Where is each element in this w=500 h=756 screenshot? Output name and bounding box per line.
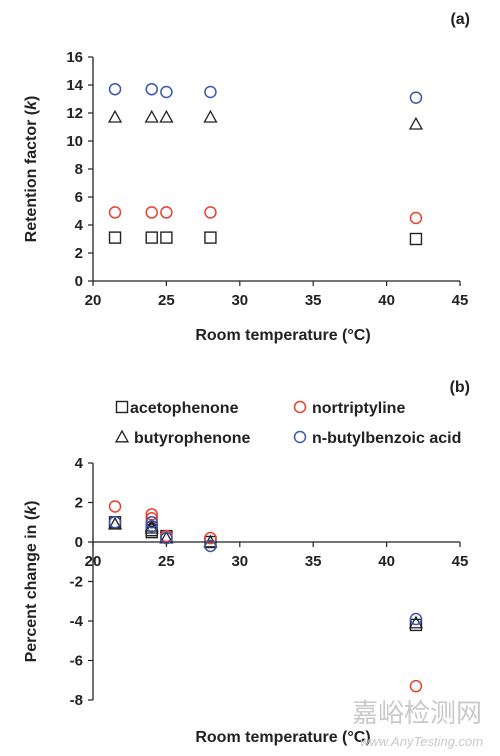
y-tick-label-b: 4 (75, 455, 84, 472)
data-point-n-butylbenzoic-acid (160, 85, 173, 99)
y-axis-label-text-b: Percent change in ( (23, 514, 40, 662)
panel-label-b: (b) (450, 379, 470, 396)
y-tick-label-b: -8 (70, 692, 83, 709)
legend-marker-nortriptyline (293, 400, 307, 414)
y-tick-label-b: -2 (70, 574, 83, 591)
legend-label-butyrophenone: butyrophenone (134, 430, 251, 447)
y-tick-label-b: 0 (75, 534, 83, 551)
data-point-butyrophenone (107, 109, 123, 123)
data-point-nortriptyline (409, 679, 423, 693)
data-point-nortriptyline (204, 531, 217, 545)
watermark: 嘉峪检测网 www.AnyTesting.com (352, 699, 483, 749)
x-tick-label-a: 35 (305, 292, 322, 309)
legend-label-n-butylbenzoic-acid: n-butylbenzoic acid (312, 430, 461, 447)
x-tick-label-b: 30 (231, 553, 248, 570)
data-point-butyrophenone (144, 109, 159, 123)
x-tick-label-b: 35 (305, 553, 322, 570)
data-point-nortriptyline (160, 206, 173, 219)
data-point-butyrophenone (408, 615, 424, 629)
y-tick-label-a: 10 (66, 133, 83, 150)
data-point-acetophenone (204, 231, 217, 244)
y-tick-label-a: 16 (66, 49, 83, 66)
y-axis-label-k-b: k (23, 505, 40, 515)
y-axis-label-close-a: ) (23, 96, 40, 101)
y-tick-label-a: 4 (75, 217, 84, 234)
data-point-n-butylbenzoic-acid (108, 516, 122, 529)
data-point-nortriptyline (145, 206, 158, 219)
y-axis-label-k-a: k (23, 100, 40, 110)
y-axis-label-b: Percent change in (k) (23, 501, 40, 663)
data-point-nortriptyline (108, 500, 122, 513)
x-tick-label-a: 20 (85, 292, 102, 309)
legend-marker-acetophenone (115, 400, 129, 414)
y-tick-label-b: -6 (70, 653, 83, 670)
chart-b: -8 -6 -4 -2 0 2 4 20 25 30 35 40 45 Room temperature … (23, 379, 470, 746)
y-tick-label-a: 2 (75, 245, 83, 262)
data-point-n-butylbenzoic-acid (145, 516, 158, 529)
data-point-nortriptyline (204, 206, 217, 219)
legend-marker-butyrophenone (114, 429, 130, 443)
data-point-n-butylbenzoic-acid (409, 91, 423, 104)
data-point-acetophenone (409, 618, 423, 632)
x-tick-label-b: 40 (378, 553, 395, 570)
y-tick-label-a: 8 (75, 161, 83, 178)
x-tick-label-a: 40 (378, 292, 395, 309)
y-tick-label-a: 6 (75, 189, 83, 206)
data-point-butyrophenone (159, 109, 174, 123)
data-point-n-butylbenzoic-acid (204, 539, 217, 553)
y-tick-label-a: 12 (66, 105, 83, 122)
data-point-butyrophenone (203, 109, 218, 123)
y-tick-label-b: -4 (70, 613, 84, 630)
data-point-n-butylbenzoic-acid (145, 82, 158, 96)
watermark-url: www.AnyTesting.com (360, 734, 483, 749)
data-point-nortriptyline (145, 512, 158, 525)
chart-a: 0 2 4 6 8 10 12 14 16 20 25 30 35 40 45 Room temperatur… (23, 11, 470, 344)
x-axis-label-a: Room temperature (°C) (195, 327, 370, 344)
y-axis-label-text-a: Retention factor ( (23, 109, 40, 242)
x-tick-label-b: 20 (85, 553, 102, 570)
data-point-nortriptyline (108, 206, 122, 219)
legend: acetophenone nortriptyline butyrophenone n-… (114, 400, 461, 447)
x-axis-label-b: Room temperature (°C) (195, 729, 370, 746)
data-point-butyrophenone (408, 116, 424, 130)
data-point-nortriptyline (409, 211, 423, 225)
y-axis-label-close-b: ) (23, 501, 40, 506)
x-tick-label-a: 25 (158, 292, 175, 309)
y-tick-label-a: 0 (75, 273, 83, 290)
data-point-n-butylbenzoic-acid (108, 82, 122, 96)
data-point-acetophenone (145, 231, 158, 244)
data-point-acetophenone (409, 232, 423, 246)
legend-label-nortriptyline: nortriptyline (312, 400, 405, 417)
x-tick-label-b: 45 (452, 553, 469, 570)
y-axis-label-a: Retention factor (k) (23, 96, 40, 243)
data-point-acetophenone (108, 231, 122, 244)
data-point-n-butylbenzoic-acid (145, 519, 158, 533)
panel-label-a: (a) (450, 11, 470, 28)
legend-marker-n-butylbenzoic-acid (293, 430, 307, 444)
legend-label-acetophenone: acetophenone (130, 400, 239, 417)
x-tick-label-a: 45 (452, 292, 469, 309)
data-point-n-butylbenzoic-acid (409, 612, 423, 626)
y-tick-label-b: 2 (75, 495, 83, 512)
x-tick-label-b: 25 (158, 553, 175, 570)
data-point-n-butylbenzoic-acid (160, 531, 173, 545)
data-point-acetophenone (160, 231, 173, 244)
data-point-n-butylbenzoic-acid (204, 85, 217, 99)
x-tick-label-a: 30 (231, 292, 248, 309)
watermark-text: 嘉峪检测网 (352, 699, 482, 729)
y-tick-label-a: 14 (66, 77, 83, 94)
data-point-butyrophenone (107, 516, 123, 530)
